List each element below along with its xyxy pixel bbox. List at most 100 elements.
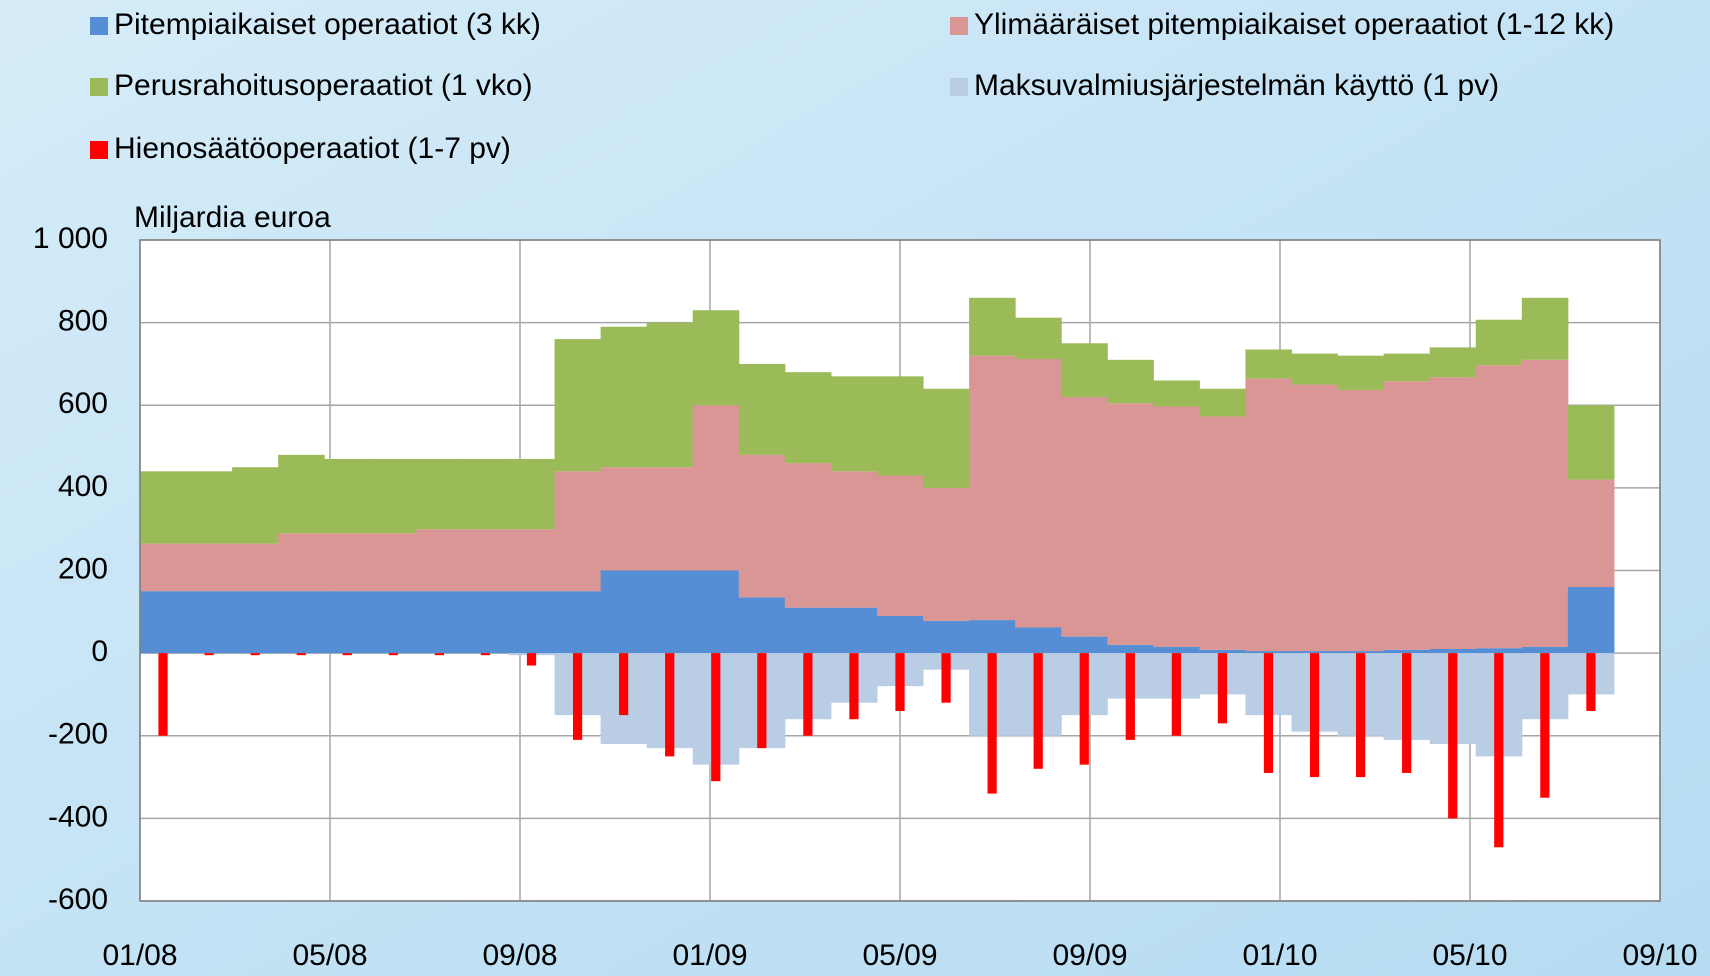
bar: [1567, 587, 1615, 654]
bar: [554, 591, 602, 654]
bar: [508, 529, 556, 592]
bar: [508, 591, 556, 654]
bar: [646, 322, 694, 468]
x-tick-label: 01/10: [1242, 939, 1317, 972]
x-tick-label: 09/08: [482, 939, 557, 972]
bar: [1475, 365, 1523, 649]
bar: [692, 310, 740, 406]
bar: [784, 607, 832, 654]
bar: [784, 463, 832, 608]
legend-label: Maksuvalmiusjärjestelmän käyttö (1 pv): [974, 69, 1499, 102]
bar: [646, 467, 694, 571]
bar: [1429, 377, 1477, 649]
bar: [1356, 653, 1366, 778]
bar: [1337, 389, 1385, 652]
bar: [462, 458, 509, 530]
bar: [923, 487, 970, 621]
x-tick-label: 01/09: [672, 939, 747, 972]
bar: [434, 653, 444, 656]
bar: [1494, 653, 1504, 848]
bar: [416, 529, 463, 592]
bar: [923, 388, 970, 488]
bar: [1061, 396, 1108, 637]
y-tick-label: -200: [48, 718, 108, 751]
bar: [619, 653, 629, 716]
legend-label: Hienosäätöoperaatiot (1-7 pv): [114, 132, 511, 165]
bar: [480, 653, 491, 656]
y-tick-label: 800: [58, 305, 108, 338]
y-tick-label: 600: [58, 387, 108, 420]
bar: [1245, 349, 1293, 379]
bar: [324, 591, 371, 654]
bar: [692, 405, 740, 571]
x-tick-label: 09/10: [1622, 939, 1697, 972]
bar: [278, 454, 325, 534]
bar: [1309, 653, 1320, 778]
bar: [1521, 646, 1569, 654]
bar: [1475, 648, 1523, 654]
bar: [738, 597, 786, 654]
bar: [1171, 653, 1181, 736]
bar: [1199, 649, 1246, 654]
bar: [554, 339, 602, 472]
y-tick-label: -400: [48, 800, 108, 833]
bar: [1448, 653, 1458, 819]
bar: [969, 620, 1016, 654]
bar: [1337, 355, 1385, 390]
bar: [1125, 653, 1135, 740]
bar: [941, 653, 951, 703]
y-tick-label: 400: [58, 470, 108, 503]
bar: [1199, 416, 1246, 650]
x-tick-label: 05/08: [292, 939, 367, 972]
bar: [1033, 653, 1043, 769]
bar: [876, 615, 924, 654]
bar: [923, 620, 970, 654]
bar: [140, 543, 187, 592]
bar: [849, 653, 859, 720]
bar: [462, 591, 509, 654]
bar: [462, 529, 509, 592]
bar: [324, 458, 371, 534]
legend-label: Pitempiaikaiset operaatiot (3 kk): [114, 8, 541, 41]
bar: [757, 653, 767, 749]
bar: [1107, 403, 1154, 645]
bar: [1383, 649, 1431, 654]
legend-label: Perusrahoitusoperaatiot (1 vko): [114, 69, 533, 102]
bar: [830, 607, 878, 654]
bar: [232, 467, 279, 544]
legend-swatch: [950, 17, 968, 35]
bar: [803, 653, 813, 736]
bar: [158, 653, 168, 736]
bar: [895, 653, 905, 711]
bar: [1383, 353, 1431, 382]
plot-border: [139, 239, 1661, 902]
legend-swatch: [90, 17, 108, 35]
bar: [1402, 653, 1412, 773]
bar: [1245, 651, 1293, 654]
bar: [692, 570, 740, 654]
bar: [388, 653, 398, 656]
bar: [250, 653, 260, 656]
bar: [1015, 358, 1062, 628]
bar: [1015, 627, 1062, 654]
bar: [1540, 653, 1550, 798]
x-tick-label: 05/10: [1432, 939, 1507, 972]
bar: [1107, 644, 1154, 654]
bar: [1245, 378, 1293, 652]
bar: [572, 653, 583, 740]
bar: [1521, 297, 1569, 360]
bar: [1153, 406, 1200, 647]
bar: [1061, 343, 1108, 397]
bar: [1199, 388, 1246, 417]
bar: [232, 591, 279, 654]
bar: [1015, 317, 1062, 359]
bar: [665, 653, 675, 757]
bar: [296, 653, 306, 656]
bar: [278, 591, 325, 654]
y-axis-label: Miljardia euroa: [134, 201, 331, 234]
bar: [370, 458, 417, 534]
bar: [140, 591, 187, 654]
bar: [600, 570, 648, 654]
bar: [342, 653, 352, 656]
bar: [1337, 651, 1385, 654]
